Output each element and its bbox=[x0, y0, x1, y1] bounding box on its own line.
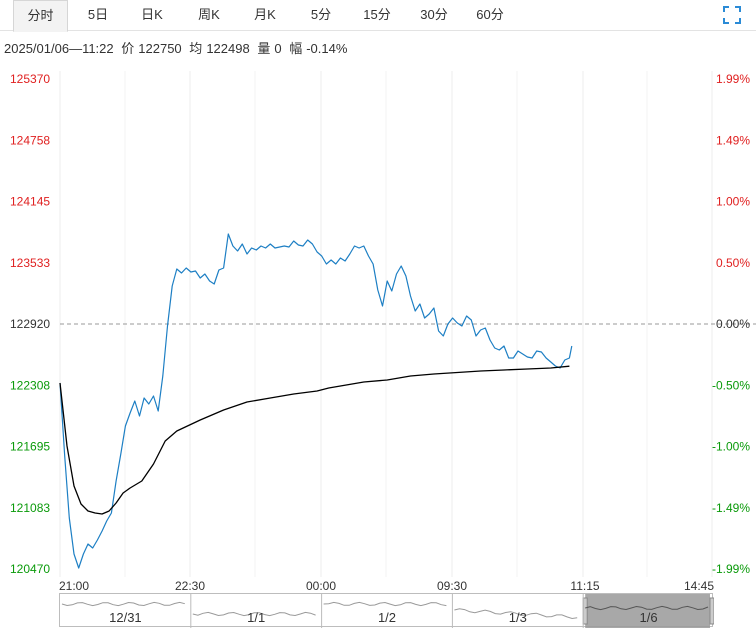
price-tick-label: 124758 bbox=[10, 133, 50, 147]
navigator-trace bbox=[585, 605, 709, 611]
average-label: 均 bbox=[189, 41, 203, 56]
price-value: 122750 bbox=[138, 41, 182, 56]
navigator-trace bbox=[192, 611, 316, 617]
navigator-trace bbox=[61, 601, 185, 607]
navigator-day-label: 12/31 bbox=[109, 610, 142, 625]
average-line bbox=[59, 365, 570, 515]
time-tick-label: 09:30 bbox=[437, 579, 467, 593]
price-tick-label: 121083 bbox=[10, 501, 50, 515]
intraday-chart: 125370 1.99% 124758 1.49% 124145 1.00% 123533 0… bbox=[10, 71, 756, 593]
navigator-handle-right bbox=[709, 597, 715, 625]
price-tick-label: 120470 bbox=[10, 562, 50, 576]
navigator-trace bbox=[323, 601, 447, 607]
percent-tick-label: -1.00% bbox=[712, 440, 750, 454]
time-tick-label: 11:15 bbox=[570, 579, 599, 593]
percent-tick-label: -1.49% bbox=[712, 501, 750, 515]
navigator-day-label: 1/3 bbox=[509, 610, 527, 625]
price-tick-label: 124145 bbox=[10, 195, 50, 209]
volume-label: 量 bbox=[257, 41, 271, 56]
percent-tick-label: 1.99% bbox=[716, 72, 750, 86]
navigator-overview: 12/31 1/1 1/2 1/3 1/6 bbox=[61, 594, 715, 628]
price-label: 价 bbox=[121, 41, 135, 56]
price-tick-label: 121695 bbox=[10, 440, 50, 454]
percent-tick-label: 1.00% bbox=[716, 195, 750, 209]
period-tab-bar: 分时 5日 日K 周K 月K 5分 15分 30分 60分 bbox=[0, 0, 756, 32]
change-value: -0.14% bbox=[306, 41, 348, 56]
volume-value: 0 bbox=[274, 41, 282, 56]
navigator-trace bbox=[454, 608, 578, 620]
time-tick-label: 22:30 bbox=[175, 579, 205, 593]
tab-weekly-k[interactable]: 周K bbox=[198, 7, 220, 22]
average-value: 122498 bbox=[206, 41, 250, 56]
percent-tick-label: -0.50% bbox=[712, 378, 750, 392]
percent-tick-label: 0.50% bbox=[716, 256, 750, 270]
navigator-day-label: 1/6 bbox=[640, 610, 658, 625]
price-tick-label: 122920 bbox=[10, 317, 50, 331]
time-tick-label: 00:00 bbox=[306, 579, 336, 593]
tab-daily-k[interactable]: 日K bbox=[141, 7, 163, 22]
price-line bbox=[59, 233, 573, 569]
tab-5-day[interactable]: 5日 bbox=[87, 7, 109, 22]
tab-30-min[interactable]: 30分 bbox=[420, 7, 448, 22]
percent-tick-label: 0.00% bbox=[716, 317, 750, 331]
navigator-day-label: 1/1 bbox=[247, 610, 265, 625]
navigator-day-label: 1/2 bbox=[378, 610, 396, 625]
tab-monthly-k[interactable]: 月K bbox=[254, 7, 276, 22]
percent-tick-label: 1.49% bbox=[716, 133, 750, 147]
percent-tick-label: -1.99% bbox=[712, 562, 750, 576]
tab-60-min[interactable]: 60分 bbox=[476, 7, 504, 22]
navigator-selected-window bbox=[585, 594, 710, 628]
change-label: 幅 bbox=[289, 41, 303, 56]
fullscreen-icon[interactable] bbox=[722, 5, 742, 25]
tab-intraday[interactable]: 分时 bbox=[13, 0, 68, 32]
time-tick-label: 21:00 bbox=[59, 579, 89, 593]
time-tick-label: 14:45 bbox=[684, 579, 714, 593]
price-tick-label: 125370 bbox=[10, 72, 50, 86]
tab-5-min[interactable]: 5分 bbox=[310, 7, 332, 22]
tab-15-min[interactable]: 15分 bbox=[363, 7, 391, 22]
navigator-handle-left bbox=[582, 597, 588, 625]
quote-datetime: 2025/01/06—11:22 bbox=[4, 41, 114, 56]
time-navigator[interactable]: 12/31 1/1 1/2 1/3 1/6 bbox=[59, 593, 715, 628]
price-tick-label: 122308 bbox=[10, 378, 50, 392]
price-tick-label: 123533 bbox=[10, 256, 50, 270]
